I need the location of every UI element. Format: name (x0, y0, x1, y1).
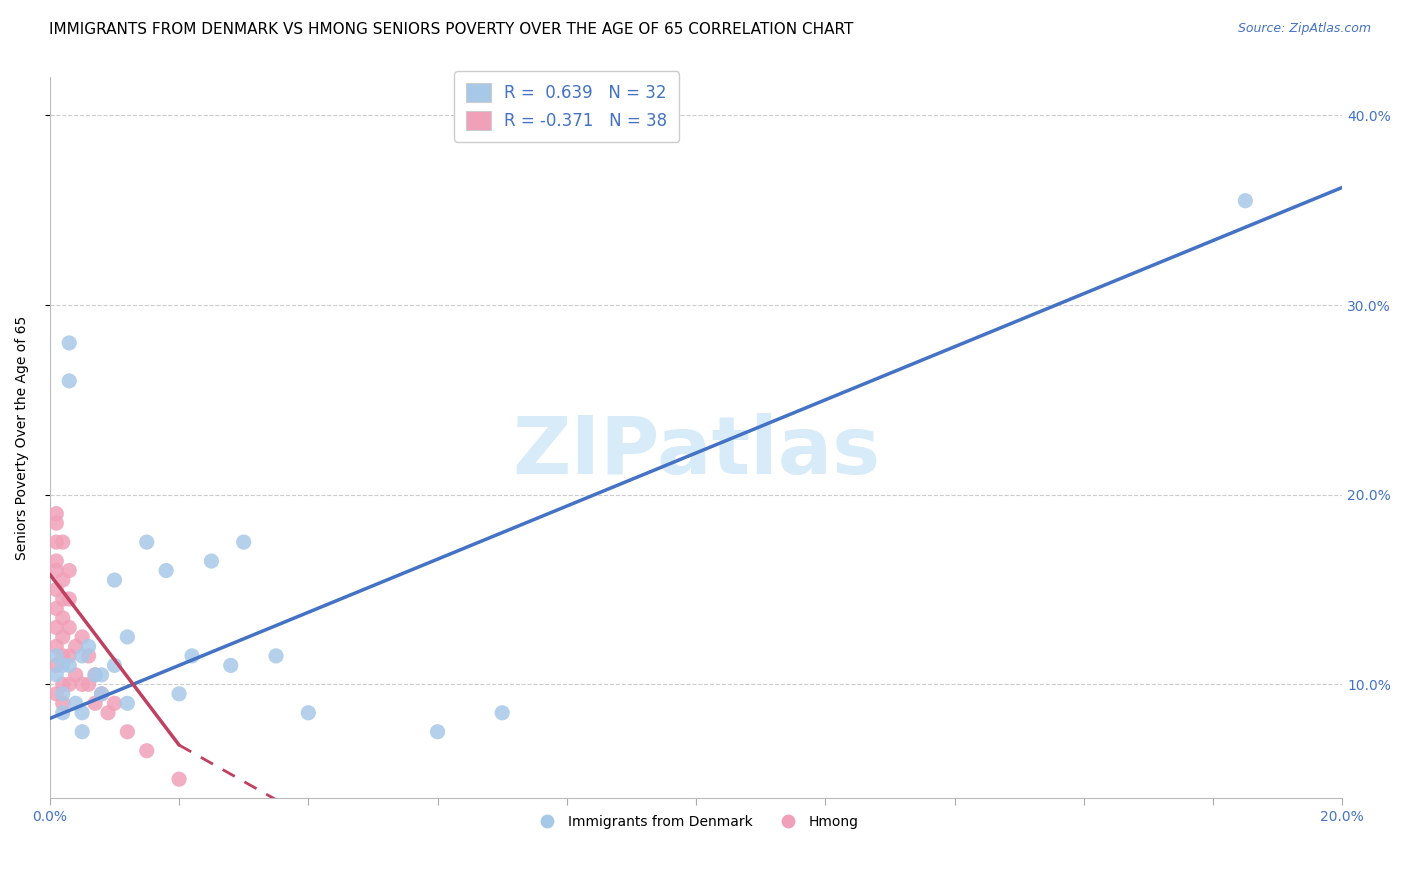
Point (45, 640, 67, 654)
Point (77, 648, 100, 663)
Text: IMMIGRANTS FROM DENMARK VS HMONG SENIORS POVERTY OVER THE AGE OF 65 CORRELATION : IMMIGRANTS FROM DENMARK VS HMONG SENIORS… (49, 22, 853, 37)
Y-axis label: Seniors Poverty Over the Age of 65: Seniors Poverty Over the Age of 65 (15, 316, 30, 560)
Point (200, 554, 222, 568)
Point (45, 554, 67, 568)
Point (58, 564, 80, 578)
Point (52, 573, 75, 587)
Point (1234, 194, 1257, 208)
Point (117, 724, 139, 739)
Point (155, 564, 177, 578)
Point (52, 648, 75, 663)
Point (103, 658, 125, 673)
Point (45, 668, 67, 682)
Point (58, 658, 80, 673)
Point (84, 696, 107, 710)
Point (58, 592, 80, 607)
Point (70, 706, 93, 720)
Point (97, 706, 120, 720)
Point (45, 507, 67, 521)
Point (52, 592, 75, 607)
Point (45, 601, 67, 615)
Point (58, 335, 80, 350)
Point (58, 648, 80, 663)
Point (58, 620, 80, 634)
Point (65, 640, 87, 654)
Point (426, 724, 449, 739)
Point (45, 658, 67, 673)
Point (117, 696, 139, 710)
Point (84, 668, 107, 682)
Point (52, 687, 75, 701)
Legend: Immigrants from Denmark, Hmong: Immigrants from Denmark, Hmong (529, 809, 865, 834)
Point (70, 648, 93, 663)
Point (58, 677, 80, 691)
Text: ZIPatlas: ZIPatlas (512, 413, 880, 491)
Point (52, 677, 75, 691)
Point (167, 687, 190, 701)
Point (65, 668, 87, 682)
Point (58, 374, 80, 388)
Point (103, 696, 125, 710)
Point (45, 564, 67, 578)
Point (297, 706, 319, 720)
Point (90, 668, 112, 682)
Point (45, 516, 67, 530)
Point (167, 772, 190, 787)
Point (52, 706, 75, 720)
Point (45, 620, 67, 634)
Text: Source: ZipAtlas.com: Source: ZipAtlas.com (1237, 22, 1371, 36)
Point (52, 658, 75, 673)
Point (45, 582, 67, 597)
Point (77, 677, 100, 691)
Point (52, 696, 75, 710)
Point (232, 535, 254, 549)
Point (491, 706, 513, 720)
Point (84, 668, 107, 682)
Point (45, 648, 67, 663)
Point (90, 687, 112, 701)
Point (90, 687, 112, 701)
Point (135, 744, 157, 758)
Point (65, 696, 87, 710)
Point (117, 630, 139, 644)
Point (264, 648, 287, 663)
Point (219, 658, 242, 673)
Point (70, 677, 93, 691)
Point (103, 573, 125, 587)
Point (52, 630, 75, 644)
Point (70, 630, 93, 644)
Point (52, 535, 75, 549)
Point (77, 640, 100, 654)
Point (135, 535, 157, 549)
Point (45, 687, 67, 701)
Point (70, 724, 93, 739)
Point (52, 611, 75, 625)
Point (181, 648, 204, 663)
Point (45, 535, 67, 549)
